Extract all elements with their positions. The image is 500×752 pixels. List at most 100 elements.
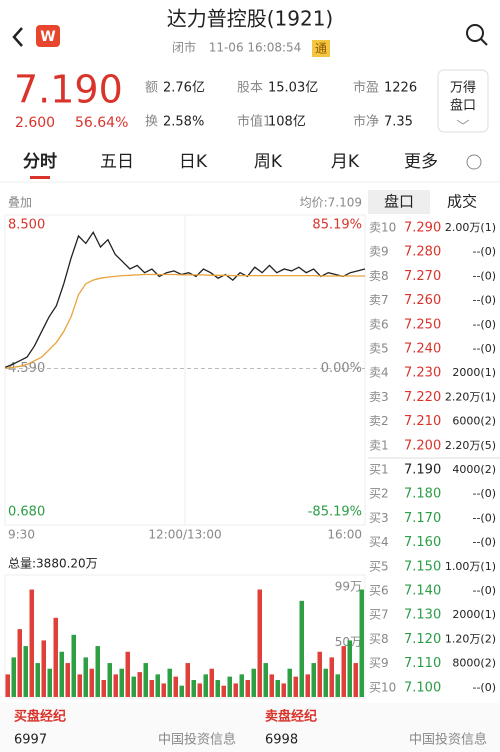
tab[interactable]: 分时	[23, 152, 57, 172]
book-side: 卖2	[369, 414, 389, 428]
avg-label: 均价:7.109	[300, 196, 362, 210]
volume-bar	[137, 672, 142, 697]
wind-button-line: 盘口	[450, 98, 476, 114]
settings-icon[interactable]	[466, 154, 482, 170]
volume-bar	[167, 668, 172, 697]
book-volume: --(0)	[472, 294, 496, 307]
volume-bar	[29, 589, 34, 697]
book-side: 卖1	[369, 438, 389, 452]
volume-bar	[107, 663, 112, 697]
book-price: 7.270	[404, 269, 441, 284]
volume-bar	[353, 663, 358, 697]
tab[interactable]: 周K	[254, 152, 283, 172]
book-volume: --(0)	[472, 269, 496, 282]
wind-button-line: 万得	[450, 80, 476, 96]
book-side: 卖3	[369, 390, 389, 404]
volume-bar	[203, 674, 208, 697]
volume-bar	[287, 668, 292, 697]
book-side: 卖4	[369, 366, 389, 380]
book-volume: --(0)	[472, 584, 496, 597]
volume-bar	[89, 668, 94, 697]
volume-bar	[125, 651, 130, 697]
book-side: 买7	[369, 608, 389, 622]
footer-source: 中国投资信息	[409, 732, 487, 748]
book-price: 7.170	[404, 511, 441, 526]
book-volume: 2.20万(1)	[445, 390, 496, 403]
tab[interactable]: 月K	[331, 152, 360, 172]
volume-frame	[4, 574, 366, 699]
stat-value: 15.03亿	[268, 81, 318, 96]
change: 2.600	[15, 115, 55, 131]
volume-bar	[155, 674, 160, 697]
volume-bar	[11, 657, 16, 697]
book-price: 7.180	[404, 487, 441, 502]
footer-source: 中国投资信息	[158, 732, 236, 748]
price-line	[4, 231, 366, 369]
order-book: 卖10 7.290 2.00万(1) 卖9 7.280 --(0) 卖8 7.270 --(0)…	[368, 221, 500, 695]
book-side: 卖5	[369, 342, 389, 356]
book-side: 买8	[369, 632, 389, 646]
volume-bar	[149, 680, 154, 697]
footer: 买盘经纪 6997 中国投资信息 卖盘经纪 6998 中国投资信息	[14, 709, 487, 748]
wind-button[interactable]	[437, 69, 489, 133]
book-volume: 2000(1)	[452, 366, 496, 379]
x-label: 16:00	[327, 528, 362, 542]
search-icon-handle	[480, 38, 488, 46]
book-volume: 1.20万(2)	[445, 632, 496, 645]
volume-bar	[293, 676, 298, 697]
book-tab[interactable]: 成交	[447, 193, 477, 211]
volume-bar	[227, 676, 232, 697]
stat-label: 换	[145, 115, 158, 130]
book-volume: 2.00万(1)	[445, 221, 496, 234]
book-price: 7.210	[404, 414, 441, 429]
volume-bar	[35, 663, 40, 697]
book-side: 卖8	[369, 269, 389, 283]
book-price: 7.110	[404, 656, 441, 671]
stat-label: 市值1	[237, 114, 271, 130]
volume-bar	[41, 640, 46, 697]
back-button[interactable]	[12, 27, 23, 47]
tab[interactable]: 日K	[179, 152, 208, 172]
volume-bar	[323, 668, 328, 697]
volume-bar	[209, 668, 214, 697]
book-price: 7.140	[404, 584, 441, 599]
book-volume: 1.00万(1)	[445, 560, 496, 573]
tab[interactable]: 五日	[100, 152, 134, 172]
footer-bg	[0, 703, 500, 752]
volume-bar	[335, 674, 340, 697]
time: 11-06 16:08:54	[209, 41, 302, 55]
book-volume: --(0)	[472, 536, 496, 549]
book-tab[interactable]: 盘口	[384, 193, 414, 211]
volume-bar	[281, 683, 286, 697]
volume-bar	[245, 680, 250, 697]
volume: 99万50万	[5, 580, 364, 697]
book-volume: 2.20万(5)	[445, 439, 496, 452]
volume-bar	[143, 663, 148, 697]
book-volume: 4000(2)	[452, 463, 496, 476]
volume-bar	[59, 651, 64, 697]
book-volume: 8000(2)	[452, 657, 496, 670]
volume-bar	[275, 680, 280, 697]
book-volume: --(0)	[472, 318, 496, 331]
stat-value: 108亿	[268, 115, 306, 130]
book-price: 7.160	[404, 535, 441, 550]
volume-bar	[65, 663, 70, 697]
book-side: 买4	[369, 535, 389, 549]
overlay: 叠加	[8, 196, 32, 210]
book-price: 7.290	[404, 221, 441, 236]
stat-value: 2.58%	[163, 115, 204, 130]
book-side: 买10	[369, 680, 396, 694]
book-side: 卖10	[369, 221, 396, 235]
y-tick-label: 0.680	[8, 505, 45, 520]
volume-bar	[185, 663, 190, 697]
book-tab-bg	[368, 190, 430, 214]
book-volume: --(0)	[472, 681, 496, 694]
book-price: 7.100	[404, 680, 441, 695]
book-side: 卖9	[369, 245, 389, 259]
search-icon[interactable]	[466, 24, 484, 42]
tab[interactable]: 更多	[404, 152, 438, 172]
volume-bar	[347, 640, 352, 697]
book-price: 7.200	[404, 438, 441, 453]
volume-bar	[47, 668, 52, 697]
